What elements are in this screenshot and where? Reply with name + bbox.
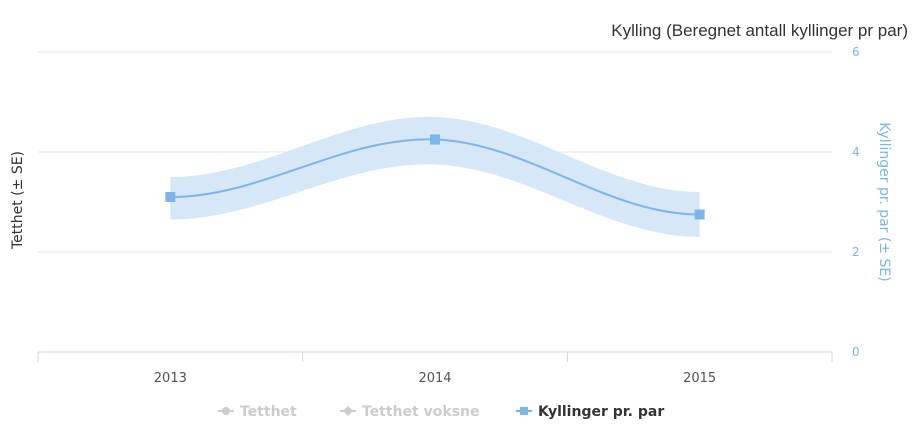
legend-diamond-icon [343, 406, 353, 416]
x-tick-label: 2014 [418, 371, 451, 386]
right-axis-label: Kyllinger pr. par (± SE) [876, 122, 892, 281]
data-point [165, 192, 176, 202]
data-point [430, 134, 440, 145]
y-tick-label: 4 [852, 145, 860, 159]
chart-title: Kylling (Beregnet antall kyllinger pr pa… [611, 21, 908, 40]
series-layer [165, 134, 705, 220]
data-point [694, 209, 705, 220]
y-tick-label: 2 [852, 245, 860, 259]
left-axis-label: Tetthet (± SE) [10, 151, 26, 250]
legend-item[interactable]: Kyllinger pr. par [516, 404, 664, 420]
axes: 0 2 4 6 2013 2014 2015 [37, 45, 860, 386]
legend-item[interactable]: Tetthet voksne [340, 404, 479, 420]
error-band [170, 116, 700, 237]
legend-item[interactable]: Tetthet [218, 404, 297, 420]
legend-label: Tetthet [240, 404, 297, 420]
error-band-layer [170, 116, 700, 237]
y-tick-label: 0 [852, 345, 860, 359]
legend-square-icon [520, 407, 528, 415]
legend-label: Tetthet voksne [362, 404, 479, 420]
x-tick-label: 2013 [154, 371, 187, 386]
legend-label: Kyllinger pr. par [538, 404, 664, 420]
x-tick-label: 2015 [683, 371, 716, 386]
legend-circle-icon [222, 407, 230, 415]
legend: Tetthet Tetthet voksne Kyllinger pr. par [218, 404, 664, 420]
y-tick-label: 6 [852, 45, 860, 59]
